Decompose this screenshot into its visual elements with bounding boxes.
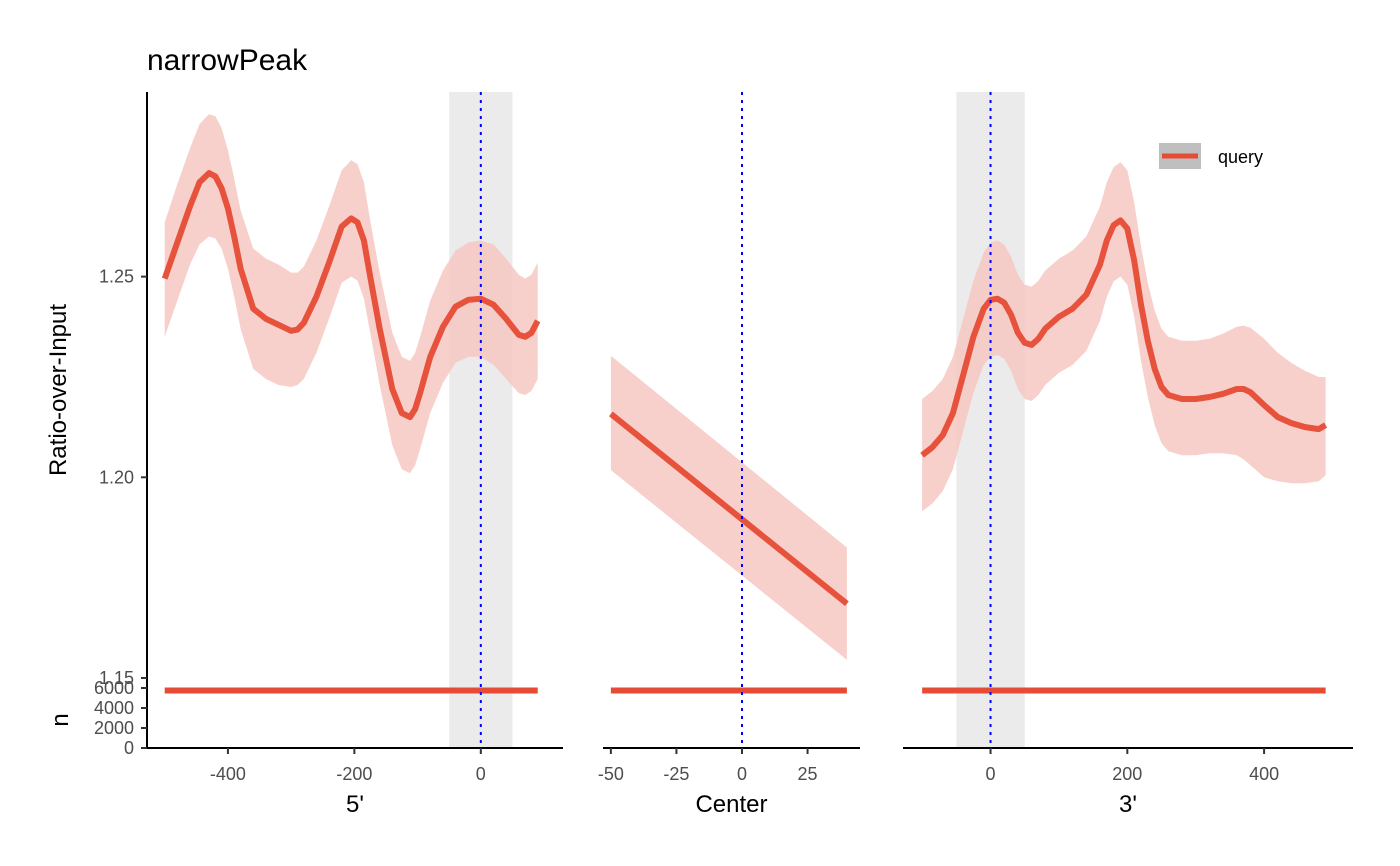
y-axis-title: Ratio-over-Input: [45, 304, 72, 476]
x-tick-label: 25: [798, 764, 818, 784]
x-axis-title: 3': [1119, 791, 1137, 818]
y-tick-label: 1.20: [99, 467, 134, 487]
x-tick-label: 200: [1112, 764, 1142, 784]
x-tick-label: -200: [336, 764, 372, 784]
y-tick-label: 1.25: [99, 267, 134, 287]
confidence-ribbon: [922, 162, 1326, 512]
legend-label-query: query: [1218, 147, 1263, 167]
count-tick-label: 0: [124, 738, 134, 758]
series-line-query: [609, 411, 849, 607]
legend: query: [1159, 143, 1263, 169]
panel-0: -400 -200 0 5': [147, 92, 563, 818]
x-tick-label: 400: [1249, 764, 1279, 784]
x-tick-label: 0: [737, 764, 747, 784]
y-tick-label: 1.15: [99, 668, 134, 688]
series-line-query: [920, 217, 1328, 458]
count-tick-label: 6000: [94, 678, 134, 698]
x-axis-title: Center: [695, 791, 767, 818]
x-tick-label: 0: [986, 764, 996, 784]
x-axis-title: 5': [346, 791, 364, 818]
x-tick-label: -50: [598, 764, 624, 784]
series-line-query: [161, 170, 541, 421]
x-tick-label: -400: [210, 764, 246, 784]
count-tick-label: 2000: [94, 718, 134, 738]
confidence-ribbon: [164, 114, 538, 474]
panel-1: -50 -25 0 25 Center: [598, 92, 860, 818]
plot-area: -400 -200 0 5' -50 -25 0 25 Center 0 200 400 3' 1.15 1…: [94, 92, 1353, 818]
panel-2: 0 200 400 3': [903, 92, 1353, 818]
chart-title: narrowPeak: [147, 44, 308, 77]
x-tick-label: 0: [476, 764, 486, 784]
count-axis-title: n: [47, 713, 74, 726]
x-tick-label: -25: [663, 764, 689, 784]
count-tick-label: 4000: [94, 698, 134, 718]
